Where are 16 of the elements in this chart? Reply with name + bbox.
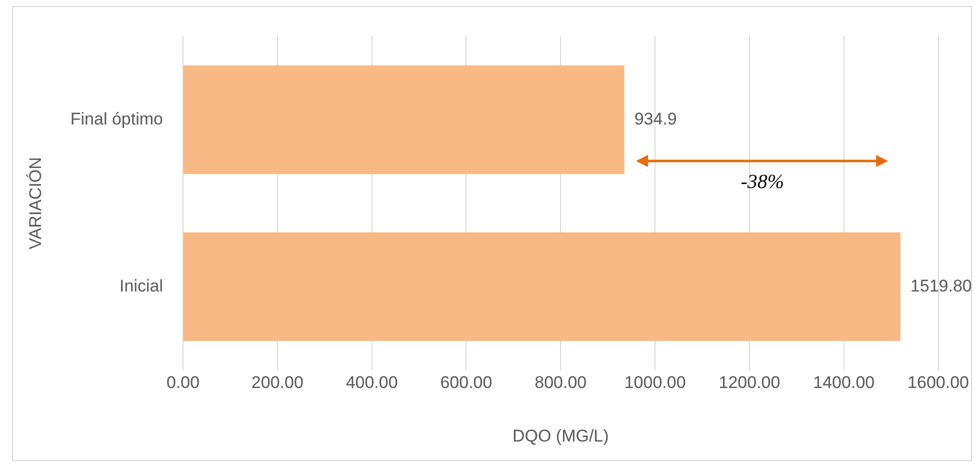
x-tick-label: 1000.00: [624, 373, 686, 392]
x-tick-label: 1400.00: [813, 373, 875, 392]
annotation: -38%: [740, 171, 786, 194]
data-label: 1519.80: [910, 276, 972, 296]
x-tick-label: 0.00: [166, 373, 200, 392]
x-tick-label: 400.00: [346, 373, 398, 392]
x-tick-label: 200.00: [251, 373, 304, 392]
x-tick-label: 800.00: [534, 373, 587, 392]
x-tick-label: 1200.00: [718, 373, 780, 392]
x-tick-label: 600.00: [440, 373, 492, 392]
x-tick-label: 1600.00: [908, 373, 969, 392]
y-tick-label: Inicial: [120, 276, 163, 296]
y-tick-label: Final óptimo: [70, 109, 163, 128]
x-axis-title: DQO (MG/L): [512, 426, 609, 446]
data-label: 934.9: [634, 109, 677, 128]
y-axis-title: VARIACIÓN: [26, 157, 45, 250]
